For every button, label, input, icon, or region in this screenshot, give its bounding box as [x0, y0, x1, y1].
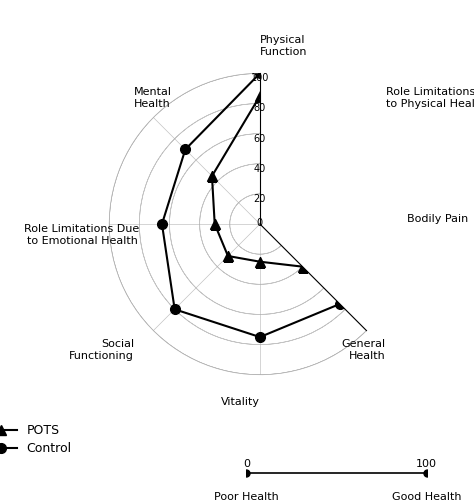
Text: Bodily Pain: Bodily Pain	[407, 214, 468, 224]
Text: 80: 80	[254, 104, 266, 114]
Text: 60: 60	[254, 134, 266, 143]
Text: 0: 0	[243, 459, 250, 469]
Text: Physical
Function: Physical Function	[260, 36, 308, 57]
Text: General
Health: General Health	[342, 339, 386, 360]
Text: Role Limitations Due
to Emotional Health: Role Limitations Due to Emotional Health	[25, 224, 140, 246]
Text: 100: 100	[416, 459, 437, 469]
Text: Mental
Health: Mental Health	[134, 88, 172, 109]
Text: Vitality: Vitality	[221, 397, 260, 407]
Text: 20: 20	[254, 194, 266, 204]
Text: 40: 40	[254, 164, 266, 173]
Legend: POTS, Control: POTS, Control	[0, 424, 72, 456]
Text: 0: 0	[257, 218, 263, 228]
Text: Social
Functioning: Social Functioning	[69, 339, 134, 360]
Text: 100: 100	[251, 74, 269, 84]
Text: Good Health: Good Health	[392, 492, 461, 500]
Text: Role Limitations Due
to Physical Health: Role Limitations Due to Physical Health	[386, 88, 474, 109]
Text: Poor Health: Poor Health	[214, 492, 279, 500]
